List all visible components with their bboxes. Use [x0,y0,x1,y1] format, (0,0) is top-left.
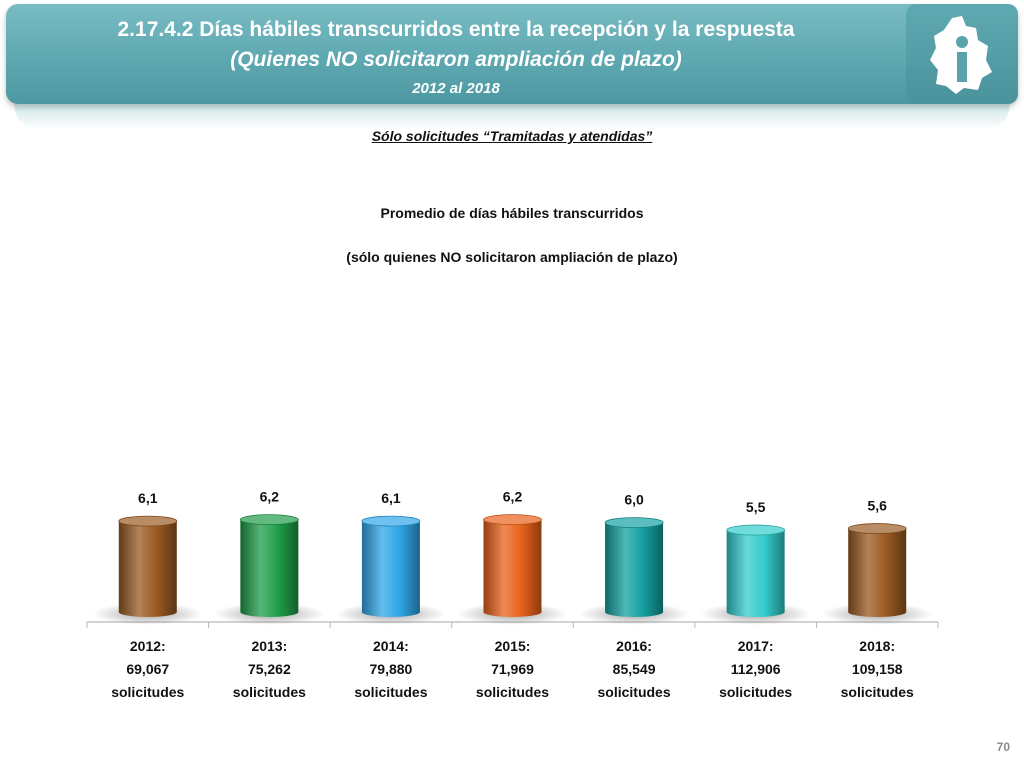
note-label: Sólo solicitudes “Tramitadas y atendidas… [371,128,653,144]
bar-5 [604,517,664,617]
cdmx-info-logo-icon [930,16,992,94]
page-number: 70 [996,740,1010,754]
bar-body-2 [240,519,299,617]
bar-body-3 [361,521,420,617]
value-label-5: 6,0 [624,492,644,508]
bar-body-4 [483,519,542,617]
category-label-line: 2012: [130,638,166,654]
category-label-line: 2018: [859,638,895,654]
category-label-5: 2016: 85,549 solicitudes [598,638,671,700]
page-title: 2.17.4.2 Días hábiles transcurridos entr… [117,18,795,41]
bar-top-7 [847,523,907,534]
category-label-6: 2017: 112,906 solicitudes [719,638,792,700]
category-label-line: solicitudes [841,684,914,700]
chart-title: Promedio de días hábiles transcurridos [380,205,644,221]
bar-top-6 [726,524,786,536]
category-label-line: 69,067 [126,661,169,677]
bar-body-5 [605,522,664,617]
category-label-line: 2014: [373,638,409,654]
category-label-line: 2013: [251,638,287,654]
bar-top-3 [361,515,421,527]
logo-badge [906,4,1018,104]
bar-6 [726,524,786,617]
category-label-line: solicitudes [233,684,306,700]
bar-3 [361,515,421,617]
bar-top-4 [483,514,542,526]
category-label-line: solicitudes [719,684,792,700]
value-label-1: 6,1 [138,490,158,506]
category-label-line: solicitudes [476,684,549,700]
category-label-4: 2015: 71,969 solicitudes [476,638,549,700]
bar-1 [118,515,178,617]
category-label-line: 79,880 [370,661,413,677]
bar-4 [483,514,542,617]
value-label-3: 6,1 [381,490,401,506]
category-label-line: 112,906 [731,661,781,677]
category-label-line: 109,158 [852,661,903,677]
category-label-3: 2014: 79,880 solicitudes [354,638,427,700]
category-label-line: 2017: [738,638,774,654]
bar-body-6 [726,530,785,617]
page-subtitle: (Quienes NO solicitaron ampliación de pl… [230,48,682,71]
bar-body-1 [118,521,177,617]
header-banner: 2.17.4.2 Días hábiles transcurridos entr… [6,4,1018,104]
chart-subtitle: (sólo quienes NO solicitaron ampliación … [346,249,678,265]
category-label-line: 2016: [616,638,652,654]
category-label-7: 2018: 109,158 solicitudes [841,638,914,700]
bar-2 [239,514,299,617]
category-label-line: 2015: [495,638,531,654]
header-glow [14,104,1010,130]
period-label: 2012 al 2018 [412,80,500,97]
category-label-line: 85,549 [613,661,656,677]
category-label-line: 75,262 [248,661,291,677]
bar-top-2 [239,514,299,526]
bar-top-5 [604,517,664,528]
value-label-2: 6,2 [260,489,280,505]
category-label-2: 2013: 75,262 solicitudes [233,638,306,700]
bar-top-1 [118,515,178,527]
category-label-line: solicitudes [354,684,427,700]
value-label-7: 5,6 [867,498,887,514]
category-label-1: 2012: 69,067 solicitudes [111,638,184,700]
value-label-6: 5,5 [746,499,766,515]
bar-body-7 [848,528,907,617]
category-label-line: 71,969 [491,661,534,677]
category-label-line: solicitudes [111,684,184,700]
value-label-4: 6,2 [503,489,523,505]
bar-7 [847,523,907,617]
category-label-line: solicitudes [598,684,671,700]
